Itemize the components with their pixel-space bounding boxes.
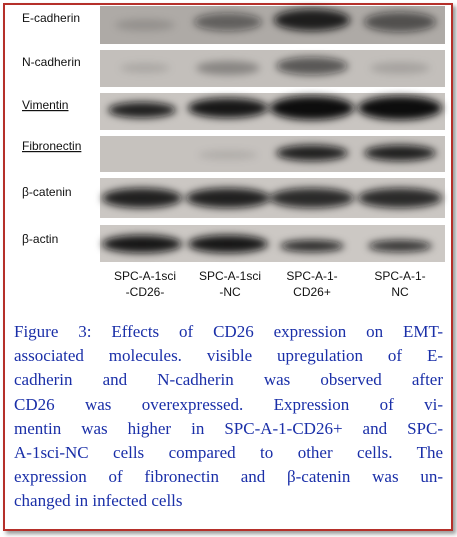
figure-frame bbox=[3, 3, 453, 531]
row-label: Fibronectin bbox=[22, 139, 81, 153]
row-label: β-catenin bbox=[22, 185, 72, 199]
caption-line: Figure 3: Effects of CD26 expression on … bbox=[14, 322, 443, 341]
row-label: β-actin bbox=[22, 232, 58, 246]
blot-panels bbox=[100, 6, 445, 262]
blot-bands bbox=[102, 9, 442, 253]
lane-label: NC bbox=[391, 285, 409, 299]
caption-line: A-1sci-NC cells compared to other cells.… bbox=[14, 443, 443, 463]
caption-line: cadherin and N-cadherin was observed aft… bbox=[14, 370, 443, 390]
lane-label: -NC bbox=[219, 285, 241, 299]
caption-line: associated molecules. visible upregulati… bbox=[14, 346, 443, 366]
caption-line: mentin was higher in SPC-A-1-CD26+ and S… bbox=[14, 418, 443, 438]
caption-line: changed in infected cells bbox=[14, 491, 183, 511]
caption-line: CD26 was overexpressed. Expression of vi… bbox=[14, 394, 443, 414]
lane-label: SPC-A-1sci bbox=[114, 269, 176, 283]
blot-figure: E-cadherin N-cadherin Vimentin Fibronect… bbox=[22, 6, 445, 299]
row-label: N-cadherin bbox=[22, 55, 81, 69]
row-label: E-cadherin bbox=[22, 11, 80, 25]
lane-label: SPC-A-1- bbox=[286, 269, 337, 283]
row-label: Vimentin bbox=[22, 98, 68, 112]
caption-line: expression of fibronectin and β-catenin … bbox=[14, 467, 443, 487]
lane-label: SPC-A-1- bbox=[374, 269, 425, 283]
lane-label: SPC-A-1sci bbox=[199, 269, 261, 283]
figure-caption: Figure 3: Effects of CD26 expression on … bbox=[14, 320, 443, 514]
lane-label: -CD26- bbox=[126, 285, 165, 299]
lane-label: CD26+ bbox=[293, 285, 331, 299]
